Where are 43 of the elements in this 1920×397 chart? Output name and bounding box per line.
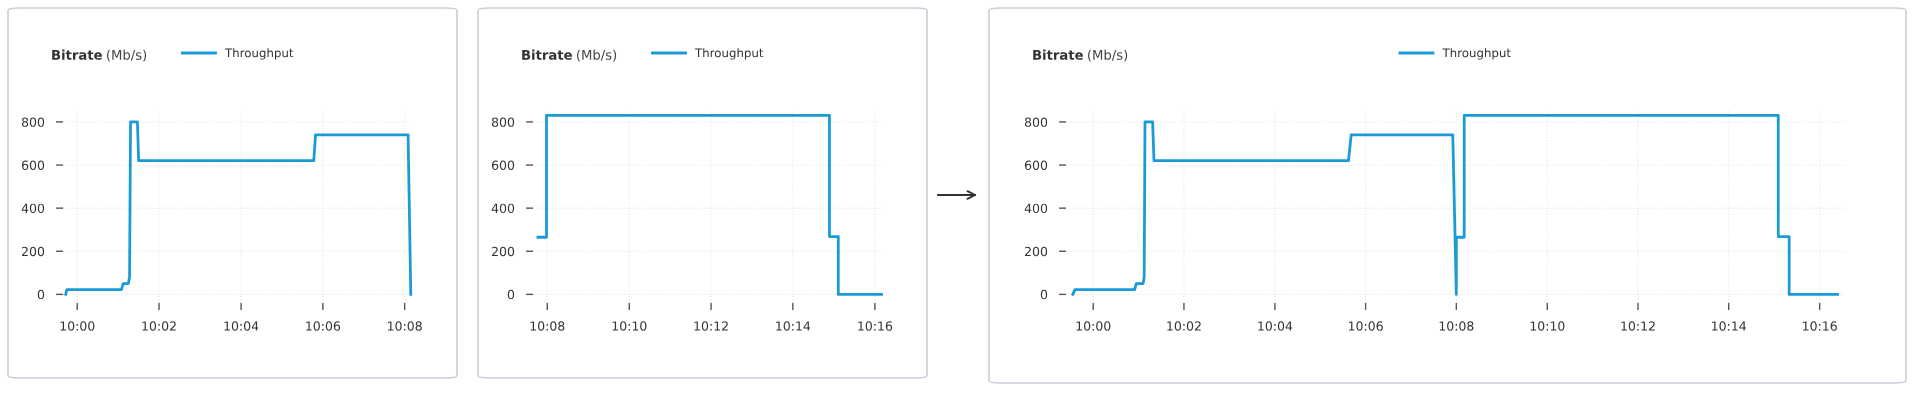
x-tick-label: 10:10	[1530, 321, 1565, 331]
chart-title: Bitrate (Mb/s)	[1033, 49, 1128, 62]
x-tick-label: 10:16	[858, 321, 893, 331]
y-tick-label: 400	[1024, 203, 1048, 214]
legend-label: Throughput	[1442, 48, 1511, 60]
x-tick-label: 10:04	[1258, 321, 1293, 331]
y-tick-label: 200	[492, 246, 515, 257]
y-tick-label: 400	[491, 203, 515, 214]
y-tick-label: 600	[1024, 160, 1048, 170]
line-series	[536, 114, 883, 296]
chart-title: Bitrate (Mb/s)	[522, 49, 617, 62]
x-tick-label: 10:02	[142, 321, 176, 331]
x-tick-label: 10:00	[60, 321, 95, 331]
x-tick-label: 10:04	[224, 321, 259, 331]
y-tick-label: 0	[37, 289, 45, 300]
legend-label: Throughput	[224, 48, 294, 60]
y-tick-label: 600	[491, 160, 515, 170]
x-tick-label: 10:10	[612, 321, 647, 331]
y-tick-label: 600	[21, 160, 45, 170]
y-tick-label: 800	[491, 117, 515, 127]
legend-label: Throughput	[694, 48, 764, 60]
x-tick-label: 10:06	[306, 321, 341, 331]
x-tick-label: 10:08	[1439, 321, 1474, 331]
y-tick-label: 800	[21, 117, 45, 127]
y-tick-label: 0	[1040, 289, 1048, 300]
x-tick-label: 10:16	[1803, 321, 1837, 331]
y-tick-label: 0	[507, 289, 515, 300]
x-tick-label: 10:02	[1167, 321, 1201, 331]
line-series	[1071, 114, 1840, 296]
x-tick-label: 10:00	[1076, 321, 1111, 331]
x-tick-label: 10:14	[1712, 321, 1747, 331]
x-tick-label: 10:12	[1621, 321, 1655, 331]
x-tick-label: 10:08	[530, 321, 565, 331]
y-tick-label: 200	[1025, 246, 1048, 257]
y-tick-label: 200	[22, 246, 45, 257]
y-tick-label: 800	[1024, 117, 1048, 127]
x-tick-label: 10:14	[776, 321, 811, 331]
x-tick-label: 10:08	[388, 321, 422, 331]
line-series	[64, 120, 413, 296]
x-tick-label: 10:12	[694, 321, 728, 331]
y-tick-label: 400	[21, 203, 45, 214]
x-tick-label: 10:06	[1348, 321, 1383, 331]
chart-title: Bitrate (Mb/s)	[52, 49, 147, 62]
